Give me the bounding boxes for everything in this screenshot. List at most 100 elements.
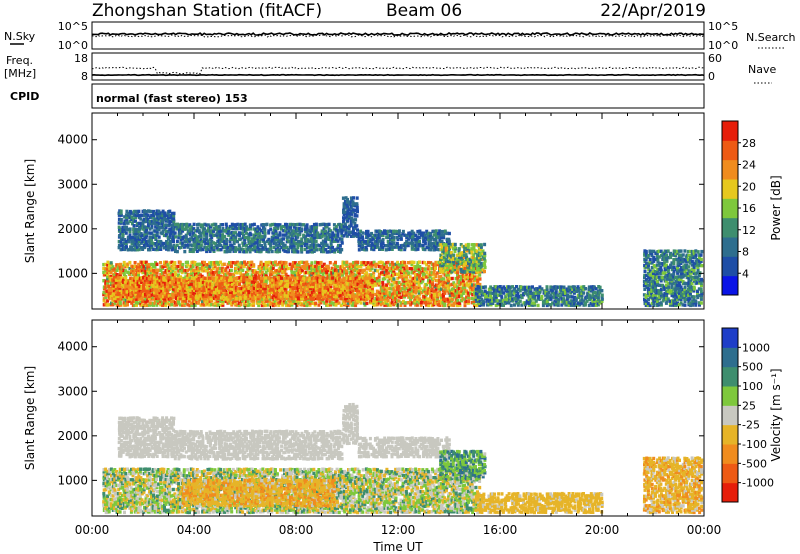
echo-cell [113,272,117,277]
echo-cell [350,264,354,269]
echo-cell [206,301,210,305]
echo-cell [463,266,467,271]
echo-cell [399,303,403,307]
echo-cell [416,277,420,281]
echo-cell [397,295,401,299]
power-heatmap-cells [102,196,704,308]
echo-cell [443,301,447,305]
echo-cell [450,290,454,295]
echo-cell [302,276,306,281]
echo-cell [314,260,318,265]
echo-cell [129,288,133,293]
echo-cell [118,290,122,295]
echo-cell [277,261,281,265]
echo-cell [454,261,458,265]
echo-cell [425,287,429,291]
echo-cell [456,299,460,303]
echo-cell [131,268,135,273]
echo-cell [432,301,436,305]
echo-cell [302,261,306,265]
echo-cell [392,303,396,307]
echo-cell [401,291,405,295]
echo-cell [425,275,429,279]
echo-cell [180,267,184,271]
echo-cell [445,271,449,275]
echo-cell [324,267,328,271]
echo-cell [310,268,314,273]
echo-cell [106,281,110,285]
echo-cell [460,289,464,293]
echo-cell [180,265,184,269]
echo-cell [164,299,168,303]
echo-cell [246,274,250,279]
echo-cell [195,269,199,273]
echo-cell [414,295,418,300]
echo-cell [392,273,396,277]
echo-cell [264,273,268,277]
echo-cell [222,288,226,292]
echo-cell [232,289,236,293]
echo-cell [179,262,183,267]
echo-cell [436,271,440,275]
echo-cell [123,280,127,284]
echo-cell [288,262,292,267]
echo-cell [310,301,314,305]
echo-cell [311,265,315,269]
echo-cell [345,273,348,277]
echo-cell [409,293,413,297]
echo-cell [299,266,303,270]
echo-cell [229,301,233,305]
echo-cell [377,293,381,297]
echo-cell [281,301,285,305]
echo-cell [111,303,115,307]
echo-cell [445,289,449,293]
echo-cell [385,271,389,275]
echo-cell [122,294,126,299]
echo-cell [131,299,135,304]
echo-cell [189,271,193,275]
echo-cell [113,282,117,286]
echo-cell [418,270,422,274]
echo-cell [405,268,409,273]
echo-cell [425,263,429,267]
echo-cell [476,277,479,281]
echo-cell [109,295,113,299]
echo-cell [279,267,283,271]
echo-cell [126,270,130,275]
echo-cell [188,275,192,279]
echo-cell [401,269,405,273]
echo-cell [195,274,199,279]
echo-cell [365,271,369,275]
echo-cell [478,277,482,281]
echo-cell [139,303,143,307]
echo-cell [211,292,215,297]
echo-cell [392,291,396,295]
echo-cell [298,284,302,289]
echo-cell [106,263,110,267]
echo-cell [441,285,445,289]
echo-cell [425,282,429,287]
echo-cell [383,270,387,275]
echo-cell [180,276,184,281]
echo-cell [418,275,421,279]
echo-cell [290,268,294,273]
echo-cell [213,263,217,267]
echo-cell [155,268,159,272]
echo-cell [425,291,429,295]
echo-cell [392,295,396,299]
echo-cell [224,267,228,271]
echo-cell [155,262,159,266]
echo-cell [392,297,396,301]
echo-cell [423,301,427,305]
echo-cell [423,261,427,265]
echo-cell [282,299,286,303]
echo-cell [454,283,458,287]
echo-cell [124,276,128,280]
echo-cell [342,301,346,305]
echo-cell [291,261,295,265]
echo-cell [408,299,412,303]
echo-cell [419,270,423,275]
echo-cell [250,260,254,264]
echo-cell [381,292,385,297]
echo-cell [124,294,127,299]
